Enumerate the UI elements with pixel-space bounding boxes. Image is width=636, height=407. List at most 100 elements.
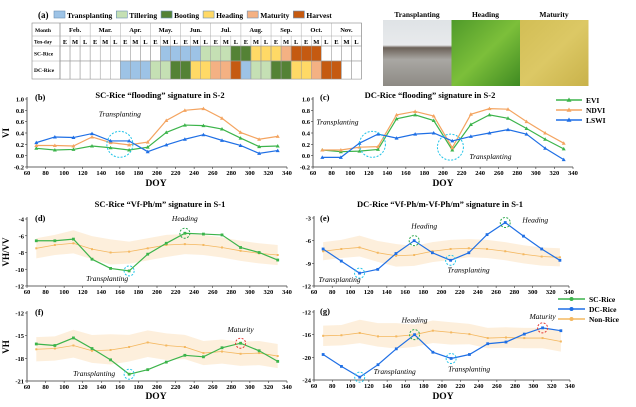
y-tick-label: -4 (19, 217, 25, 224)
stage-cell (301, 60, 312, 80)
stage-cell (79, 60, 91, 80)
row-label: SC-Rice (34, 52, 54, 58)
stage-cell (200, 45, 211, 62)
data-point (413, 132, 418, 136)
data-point (182, 123, 187, 127)
data-point (182, 108, 187, 112)
data-point (540, 255, 543, 258)
stage-cell (170, 60, 181, 80)
x-tick-label: 100 (59, 289, 69, 296)
stage-cell (200, 60, 211, 80)
x-tick-label: 280 (226, 289, 236, 296)
month-label: Oct. (310, 27, 322, 34)
data-point (34, 146, 39, 150)
range-band-non-rice (323, 319, 561, 352)
legend-label: Non-Rice (589, 315, 620, 324)
panel-label: (a) (38, 10, 49, 20)
data-point (109, 267, 112, 270)
x-tick-label: 140 (96, 289, 106, 296)
stage-cell (150, 45, 161, 62)
stage-cell (140, 45, 151, 62)
data-point (183, 353, 187, 357)
chart-e: 60 80 100 120 140 160 180 200 220 240 260 280 300 320… (302, 199, 574, 296)
data-point (561, 141, 566, 145)
x-tick-label: 260 (208, 384, 218, 391)
data-point (145, 140, 150, 144)
x-axis-label: DOY (145, 392, 166, 402)
x-tick-label: 200 (438, 170, 448, 177)
legend-label: Transplanting (67, 11, 113, 20)
data-point (127, 269, 131, 273)
stage-cell (290, 45, 302, 62)
x-tick-label: 140 (382, 170, 392, 177)
data-point (431, 114, 436, 118)
data-point (238, 136, 243, 140)
stage-cell (190, 45, 201, 62)
x-tick-label: 200 (437, 383, 447, 390)
data-point (358, 375, 362, 379)
y-tick-label: -20 (302, 355, 311, 362)
data-point (109, 251, 112, 254)
series-line-sc-rice (36, 337, 279, 375)
y-tick-label: -18 (15, 356, 24, 363)
x-tick-label: 240 (189, 289, 199, 296)
data-point (524, 132, 529, 136)
x-tick-label: 100 (346, 289, 356, 296)
x-axis-label: DOY (432, 179, 453, 189)
annotation-label: Heading (401, 316, 428, 325)
stage-cell (220, 45, 232, 62)
legend-marker (569, 307, 574, 311)
data-point (558, 258, 562, 262)
annotation-label: Transplanting (374, 367, 416, 376)
y-axis-label: VI (1, 128, 11, 138)
x-tick-label: 160 (401, 383, 411, 390)
data-point (322, 334, 325, 337)
x-tick-label: 280 (510, 383, 520, 390)
data-point (239, 249, 242, 252)
x-tick-label: 240 (189, 384, 199, 391)
data-point (450, 148, 455, 152)
data-point (257, 151, 262, 155)
data-point (90, 134, 94, 139)
annotation-label: Heading (521, 216, 548, 225)
x-tick-label: 120 (78, 170, 88, 177)
x-tick-label: 180 (134, 289, 144, 296)
annotation-circle (354, 371, 366, 383)
data-point (164, 130, 169, 134)
annotation-circle (235, 337, 247, 349)
data-point (239, 341, 242, 345)
x-tick-label: 120 (78, 384, 88, 391)
y-tick-label: 1.0 (302, 97, 310, 104)
stage-cell (230, 60, 242, 80)
legend-label: LSWI (586, 116, 606, 125)
annotation-circle (358, 130, 386, 158)
annotation-circle (123, 265, 135, 277)
legend-swatch-T (53, 10, 66, 19)
data-point (238, 130, 243, 134)
data-point (183, 243, 186, 246)
photo-caption: Transplanting (394, 10, 440, 19)
x-tick-label: 320 (264, 384, 274, 391)
tenday-label: M (313, 39, 319, 46)
data-point (202, 355, 205, 359)
data-point (276, 254, 279, 257)
data-point (340, 365, 343, 368)
legend-label: EVI (586, 96, 599, 105)
figure-content: (a) Transplanting Tillering Booting Heading M… (1, 10, 620, 402)
data-point (202, 352, 205, 355)
data-point (164, 118, 169, 123)
data-point (523, 337, 526, 340)
y-tick-label: -3 (306, 216, 312, 223)
tenday-label: M (253, 39, 259, 46)
data-point (559, 340, 562, 343)
x-tick-label: 100 (345, 170, 355, 177)
x-tick-label: 300 (528, 289, 538, 296)
stage-cell (89, 45, 101, 62)
data-point (357, 145, 362, 149)
x-tick-label: 280 (512, 170, 522, 177)
x-tick-label: 340 (565, 383, 575, 390)
stage-cell (130, 45, 141, 62)
annotation-label: Heading (410, 222, 437, 231)
series-line-dc-rice (322, 327, 561, 378)
data-point (358, 246, 361, 249)
